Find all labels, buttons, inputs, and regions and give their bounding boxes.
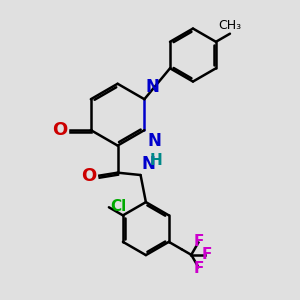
Text: Cl: Cl (110, 199, 127, 214)
Text: N: N (142, 155, 155, 173)
Text: F: F (202, 247, 212, 262)
Text: O: O (81, 167, 96, 184)
Text: F: F (194, 234, 204, 249)
Text: F: F (194, 261, 204, 276)
Text: N: N (147, 132, 161, 150)
Text: N: N (146, 78, 160, 96)
Text: O: O (52, 121, 67, 139)
Text: CH₃: CH₃ (218, 19, 242, 32)
Text: H: H (149, 153, 162, 168)
